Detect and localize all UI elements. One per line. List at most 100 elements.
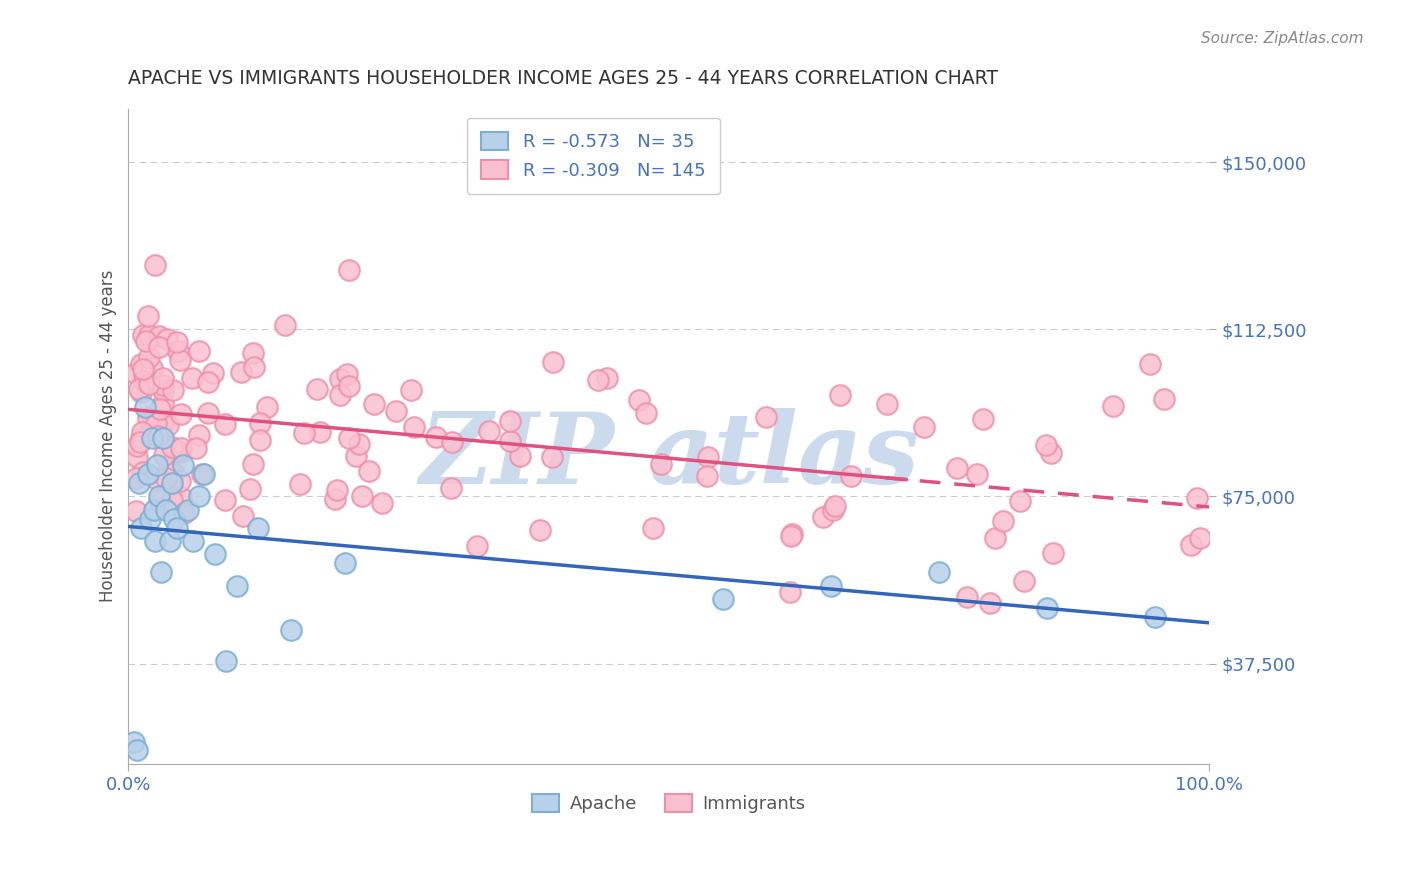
Point: [627, 393, 650, 408]
Point: [141, 361, 163, 376]
Point: [1139, 357, 1161, 371]
Point: [214, 417, 236, 431]
Point: [214, 492, 236, 507]
Point: [136, 467, 159, 481]
Point: [336, 368, 359, 382]
Point: [979, 596, 1001, 610]
Point: [811, 510, 834, 524]
Text: ZIP atlas: ZIP atlas: [419, 408, 920, 504]
Point: [966, 467, 988, 481]
Point: [124, 366, 146, 380]
Point: [165, 444, 187, 458]
Point: [337, 379, 360, 393]
Point: [169, 352, 191, 367]
Point: [143, 258, 166, 272]
Point: [128, 475, 150, 490]
Point: [440, 481, 463, 495]
Point: [187, 428, 209, 442]
Point: [166, 520, 188, 534]
Point: [143, 471, 166, 485]
Point: [399, 383, 422, 397]
Point: [145, 416, 167, 430]
Point: [145, 533, 167, 548]
Point: [441, 434, 464, 449]
Point: [337, 431, 360, 445]
Point: [780, 527, 803, 541]
Point: [821, 503, 844, 517]
Point: [155, 471, 177, 485]
Point: [641, 521, 664, 535]
Point: [529, 523, 551, 537]
Point: [225, 578, 247, 592]
Point: [159, 533, 181, 548]
Point: [160, 475, 183, 490]
Point: [273, 318, 295, 332]
Point: [402, 420, 425, 434]
Point: [170, 441, 193, 455]
Point: [912, 420, 935, 434]
Point: [132, 465, 155, 479]
Y-axis label: Householder Income Ages 25 - 44 years: Householder Income Ages 25 - 44 years: [100, 270, 117, 602]
Text: Source: ZipAtlas.com: Source: ZipAtlas.com: [1201, 31, 1364, 46]
Point: [141, 409, 163, 424]
Point: [249, 417, 271, 431]
Point: [160, 493, 183, 508]
Point: [136, 410, 159, 425]
Point: [371, 496, 394, 510]
Point: [983, 532, 1005, 546]
Point: [307, 382, 329, 396]
Point: [149, 402, 172, 417]
Point: [323, 492, 346, 507]
Point: [499, 434, 522, 448]
Point: [169, 445, 191, 459]
Point: [711, 591, 734, 606]
Point: [138, 351, 160, 365]
Point: [125, 450, 148, 465]
Point: [231, 365, 253, 379]
Point: [824, 499, 846, 513]
Point: [138, 327, 160, 342]
Point: [173, 507, 195, 521]
Point: [166, 335, 188, 350]
Point: [152, 371, 174, 385]
Point: [956, 591, 979, 605]
Point: [339, 263, 361, 277]
Point: [197, 406, 219, 420]
Point: [181, 371, 204, 385]
Point: [465, 539, 488, 553]
Point: [650, 457, 672, 471]
Point: [148, 340, 170, 354]
Point: [1102, 399, 1125, 413]
Point: [350, 489, 373, 503]
Point: [139, 511, 162, 525]
Point: [143, 502, 166, 516]
Point: [190, 467, 212, 481]
Point: [249, 434, 271, 448]
Point: [239, 483, 262, 497]
Point: [1010, 493, 1032, 508]
Point: [159, 458, 181, 473]
Point: [172, 458, 194, 472]
Point: [820, 578, 842, 592]
Point: [138, 376, 160, 391]
Point: [131, 425, 153, 439]
Point: [425, 430, 447, 444]
Point: [128, 434, 150, 449]
Point: [193, 467, 215, 481]
Point: [186, 441, 208, 455]
Point: [329, 388, 352, 402]
Point: [256, 400, 278, 414]
Point: [167, 343, 190, 358]
Point: [634, 406, 657, 420]
Point: [152, 378, 174, 392]
Point: [152, 431, 174, 445]
Point: [839, 468, 862, 483]
Point: [325, 483, 347, 497]
Point: [1035, 438, 1057, 452]
Point: [163, 466, 186, 480]
Point: [1144, 609, 1167, 624]
Point: [928, 565, 950, 579]
Point: [242, 345, 264, 359]
Point: [359, 464, 381, 478]
Point: [152, 417, 174, 431]
